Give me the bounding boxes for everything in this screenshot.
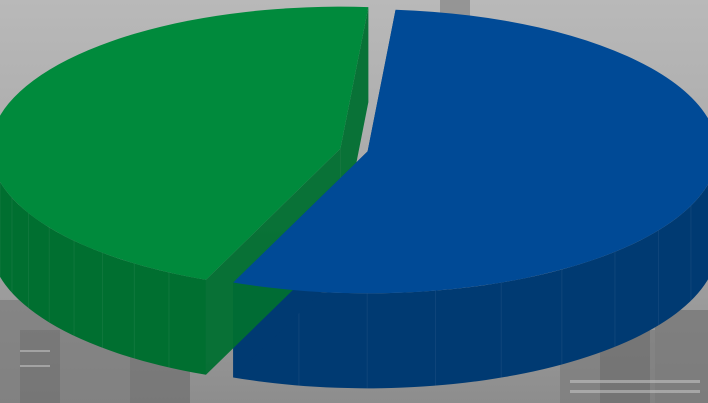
pie-slice-2-top	[0, 6, 369, 280]
pie-slice-1-wall	[233, 184, 708, 389]
pie-slice-2-wall	[0, 181, 206, 375]
pie-slice-1-top	[233, 9, 708, 294]
